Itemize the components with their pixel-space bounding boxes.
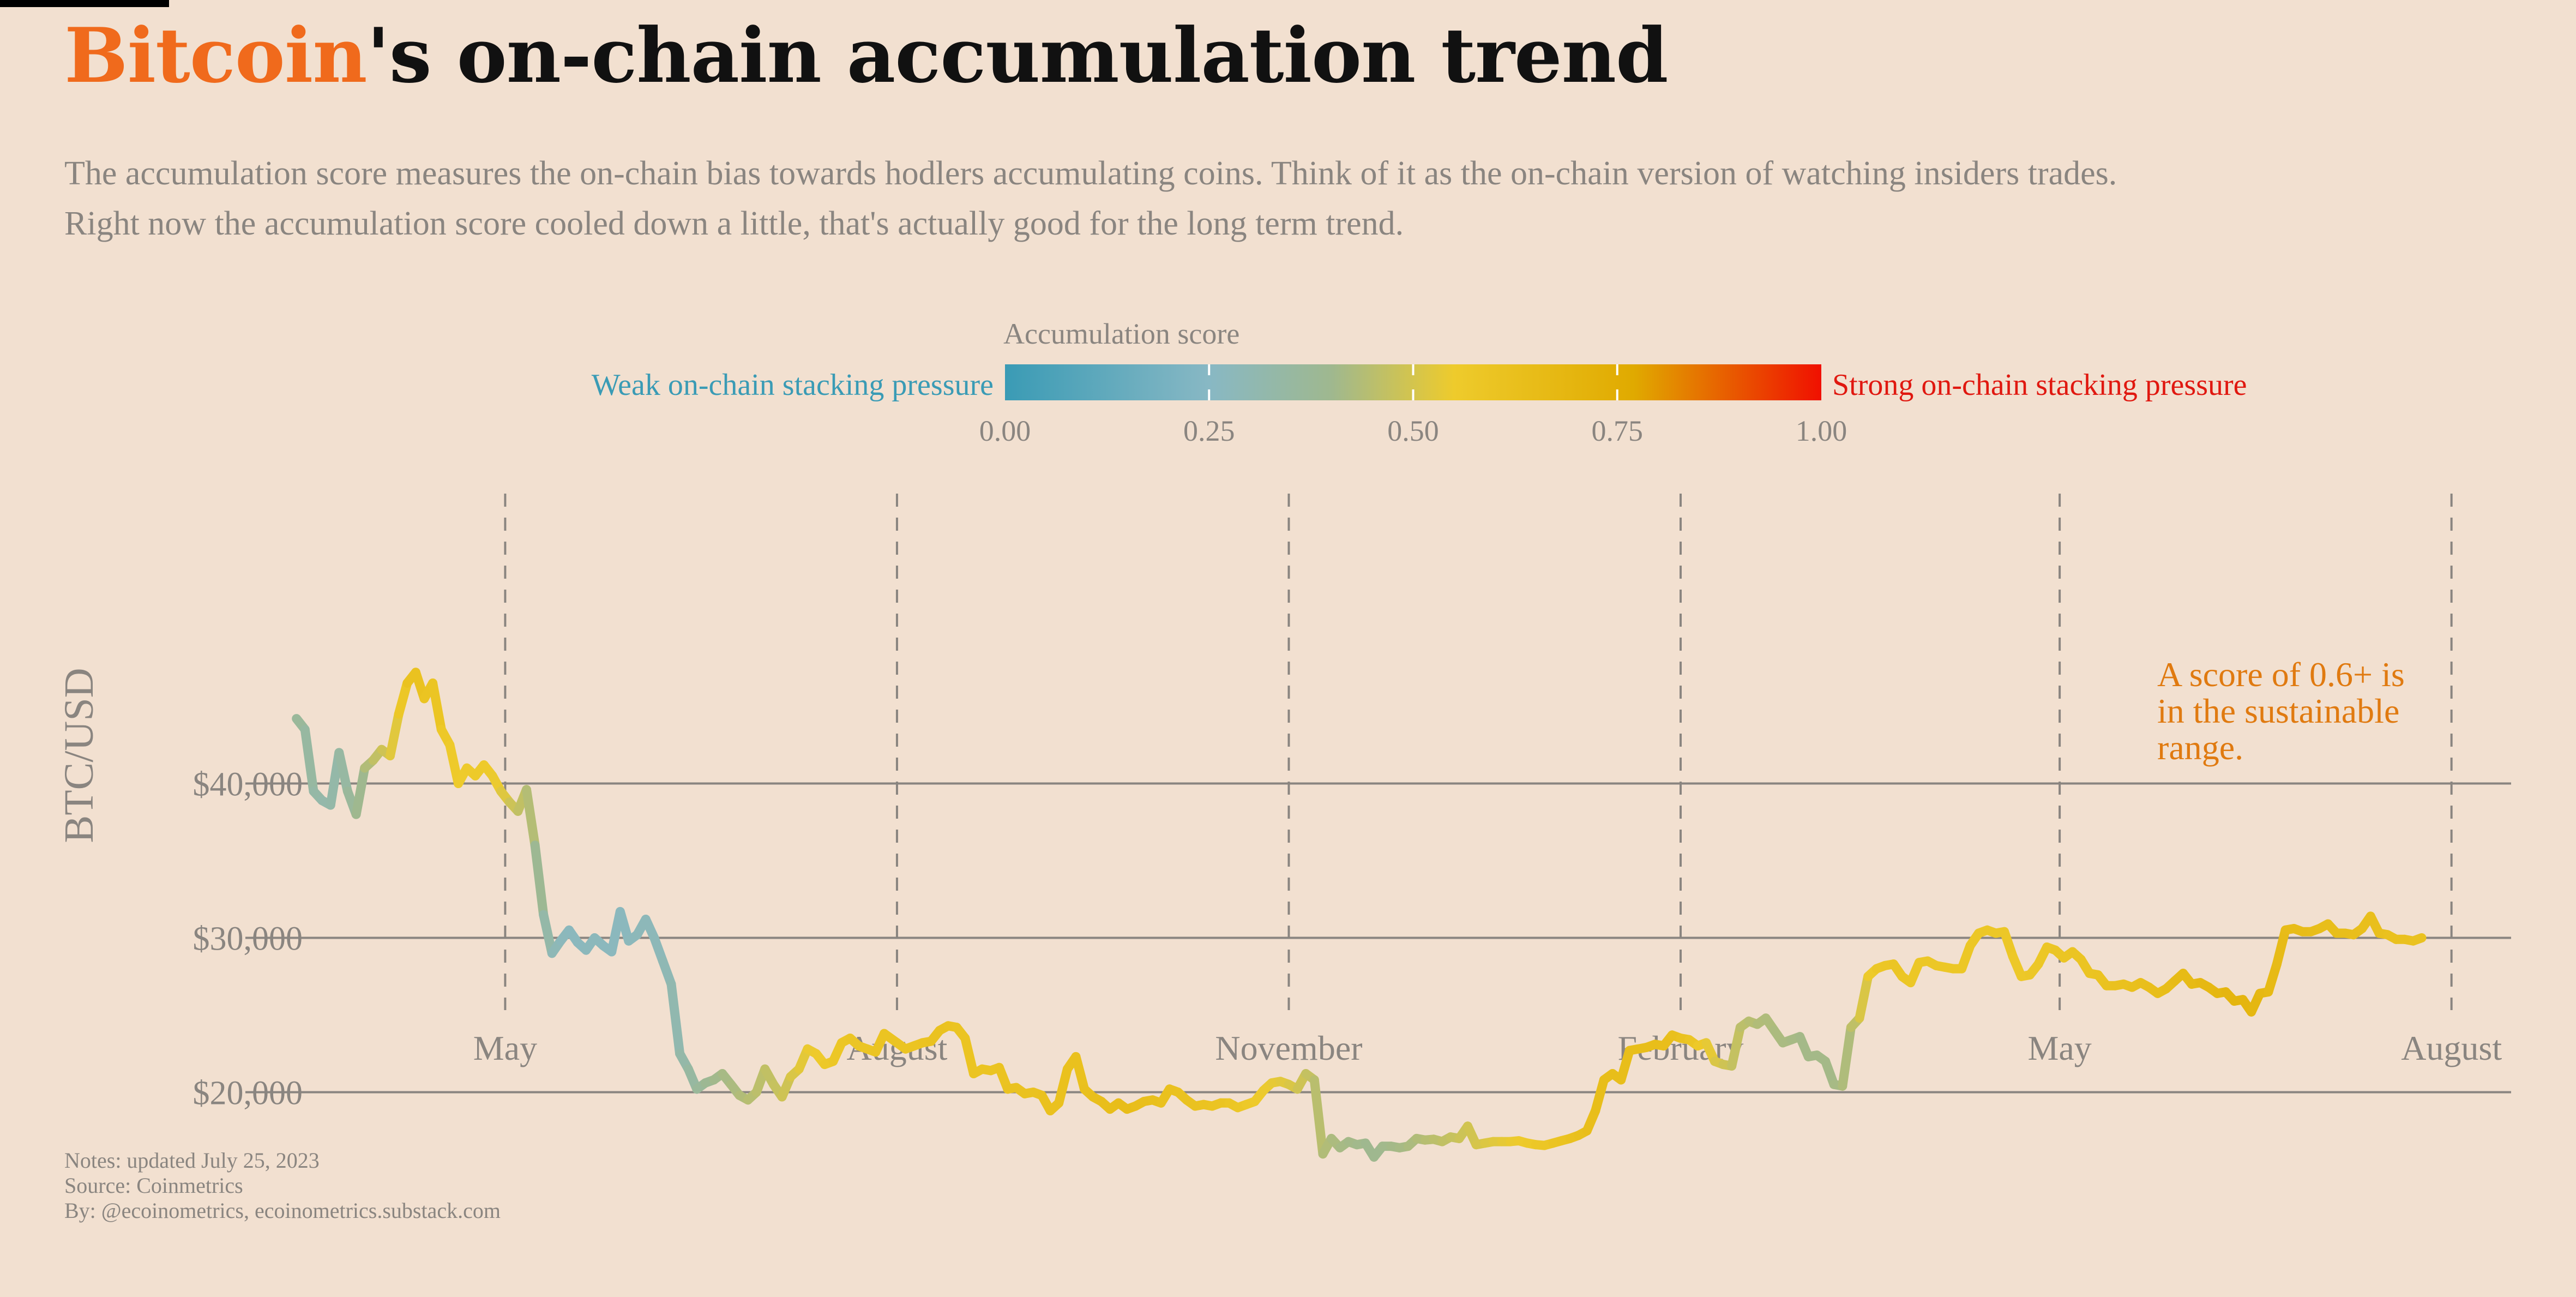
colorbar-legend: Accumulation score Weak on-chain stackin…	[592, 317, 2247, 447]
footnotes: Notes: updated July 25, 2023 Source: Coi…	[64, 1148, 501, 1223]
price-segment	[615, 906, 634, 946]
price-series	[292, 668, 2427, 1162]
page-title: Bitcoin's on-chain accumulation trend	[64, 11, 1669, 100]
price-segment	[394, 678, 412, 719]
price-segment	[539, 910, 557, 958]
colorbar-tick-label: 0.75	[1592, 415, 1644, 447]
price-segment	[1616, 1046, 1634, 1085]
notes-updated: Notes: updated July 25, 2023	[64, 1148, 320, 1173]
annotation: A score of 0.6+ is in the sustainable ra…	[2157, 655, 2405, 767]
title-accent: Bitcoin	[64, 11, 368, 100]
x-tick-labels: MayAugustNovemberFebruaryMayAugust	[473, 1029, 2502, 1067]
price-segment	[530, 840, 549, 920]
x-tick-label: November	[1215, 1029, 1362, 1067]
price-segment	[351, 763, 370, 819]
price-segment	[1838, 1023, 1856, 1091]
y-tick-labels: $20,000 $30,000 $40,000	[193, 766, 303, 1112]
colorbar-tick-label: 0.25	[1183, 415, 1235, 447]
colorbar-tick-label: 0.00	[979, 415, 1031, 447]
colorbar-tick-label: 0.50	[1387, 415, 1439, 447]
title-rest: 's on-chain accumulation trend	[366, 11, 1669, 100]
x-tick-label: May	[2027, 1029, 2091, 1067]
subtitle-line-1: The accumulation score measures the on-c…	[64, 155, 2117, 192]
price-segment	[2272, 925, 2290, 969]
colorbar-title: Accumulation score	[1003, 317, 1239, 350]
price-segment	[1071, 1052, 1090, 1094]
price-segment	[386, 709, 404, 761]
colorbar-ticks: 0.00 0.25 0.50 0.75 1.00	[979, 364, 1847, 447]
annotation-line-3: range.	[2157, 728, 2243, 767]
gridlines	[245, 494, 2511, 1094]
notes-source: Source: Coinmetrics	[64, 1173, 243, 1198]
price-segment	[1591, 1075, 1609, 1115]
price-segment	[2264, 959, 2282, 997]
notes-by: By: @ecoinometrics, ecoinometrics.substa…	[64, 1198, 501, 1223]
y-tick-label: $20,000	[193, 1075, 303, 1112]
x-tick-label: August	[2401, 1029, 2502, 1067]
price-segment	[1309, 1075, 1328, 1159]
weak-pressure-label: Weak on-chain stacking pressure	[592, 368, 994, 402]
y-tick-label: $30,000	[193, 921, 303, 958]
x-tick-label: May	[473, 1029, 537, 1067]
price-segment	[522, 785, 540, 850]
price-segment	[300, 725, 318, 796]
y-axis-label: BTC/USD	[56, 668, 102, 843]
price-segment	[666, 979, 685, 1059]
price-segment	[960, 1034, 978, 1078]
price-segment	[428, 678, 446, 734]
price-segment	[334, 748, 352, 796]
corner-accent-bar	[0, 0, 169, 7]
colorbar-tick-label: 1.00	[1796, 415, 1847, 447]
price-segment	[1855, 971, 1873, 1023]
y-tick-label: $40,000	[193, 766, 303, 803]
price-segment	[2408, 933, 2427, 946]
annotation-line-1: A score of 0.6+ is	[2157, 655, 2405, 694]
price-segment	[1054, 1064, 1072, 1108]
subtitle-line-2: Right now the accumulation score cooled …	[64, 205, 1404, 242]
subtitle: The accumulation score measures the on-c…	[64, 148, 2529, 249]
annotation-line-2: in the sustainable	[2157, 692, 2399, 730]
strong-pressure-label: Strong on-chain stacking pressure	[1832, 368, 2247, 402]
price-segment	[1727, 1023, 1745, 1071]
